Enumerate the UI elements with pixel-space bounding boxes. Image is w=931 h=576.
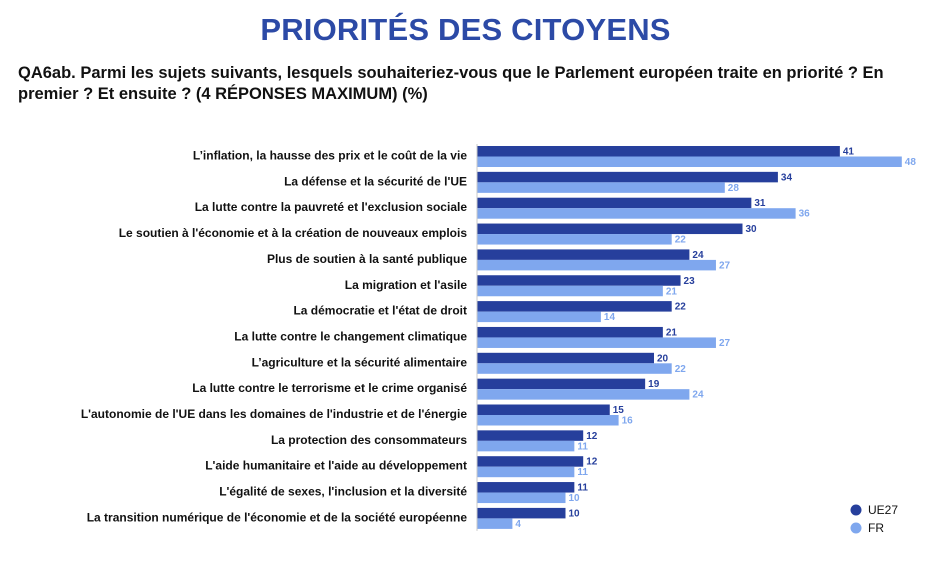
bar-ue27 [477, 378, 646, 390]
bar-fr [477, 415, 619, 426]
bar-fr [477, 389, 690, 400]
data-label-ue27: 21 [666, 327, 678, 338]
bar-fr [477, 492, 566, 504]
data-label-fr: 27 [719, 338, 731, 349]
data-label-ue27: 34 [781, 172, 793, 183]
data-label-ue27: 12 [586, 431, 598, 442]
category-label: La lutte contre le changement climatique [234, 329, 467, 343]
category-label: Plus de soutien à la santé publique [267, 252, 467, 266]
category-label: L'aide humanitaire et l'aide au développ… [205, 459, 467, 473]
bar-ue27 [477, 430, 584, 441]
question-text: QA6ab. Parmi les sujets suivants, lesque… [18, 64, 884, 103]
data-label-ue27: 12 [586, 457, 598, 468]
bars [477, 146, 902, 529]
data-label-fr: 48 [905, 157, 917, 168]
legend-label-fr: FR [868, 521, 884, 535]
bar-fr [477, 440, 575, 452]
data-label-fr: 4 [515, 519, 521, 530]
bar-fr [477, 208, 796, 219]
bar-ue27 [477, 146, 840, 157]
bar-fr [477, 156, 902, 167]
bar-ue27 [477, 507, 566, 519]
bar-fr [477, 363, 672, 374]
bar-ue27 [477, 326, 663, 338]
bar-ue27 [477, 275, 681, 286]
bar-ue27 [477, 456, 584, 467]
data-label-fr: 16 [622, 416, 634, 427]
bar-ue27 [477, 171, 778, 183]
bar-ue27 [477, 197, 752, 209]
data-label-fr: 22 [675, 364, 687, 375]
data-label-fr: 11 [577, 441, 588, 452]
bar-fr [477, 518, 513, 529]
bar-ue27 [477, 404, 610, 415]
category-label: La démocratie et l'état de droit [293, 304, 467, 318]
data-label-fr: 28 [728, 183, 740, 194]
data-label-ue27: 10 [569, 508, 581, 519]
data-label-ue27: 19 [648, 379, 660, 390]
legend-label-ue27: UE27 [868, 503, 898, 517]
bar-fr [477, 311, 601, 323]
category-labels: L’inflation, la hausse des prix et le co… [81, 149, 467, 525]
category-label: La transition numérique de l'économie et… [87, 510, 468, 524]
category-label: Le soutien à l'économie et à la création… [119, 226, 468, 240]
value-labels: 41 48 34 28 31 36 30 22 24 27 23 21 22 14 21 27 20 22 19 24… [515, 147, 916, 530]
legend-marker-fr [850, 522, 862, 534]
data-label-ue27: 22 [675, 302, 687, 313]
bar-fr [477, 234, 672, 245]
data-label-ue27: 24 [692, 250, 704, 261]
data-label-ue27: 11 [577, 483, 588, 494]
data-label-fr: 36 [799, 209, 811, 220]
data-label-ue27: 20 [657, 353, 669, 364]
bar-ue27 [477, 352, 654, 364]
bar-fr [477, 466, 575, 478]
category-label: L’agriculture et la sécurité alimentaire [252, 355, 468, 369]
data-label-ue27: 41 [843, 147, 855, 158]
category-label: L'égalité de sexes, l'inclusion et la di… [219, 485, 467, 499]
category-label: La protection des consommateurs [271, 433, 467, 447]
bar-fr [477, 337, 716, 348]
chart-title: PRIORITÉS DES CITOYENS [260, 12, 671, 47]
data-label-fr: 27 [719, 260, 731, 271]
data-label-fr: 14 [604, 312, 616, 323]
legend-marker-ue27 [850, 504, 862, 516]
data-label-fr: 10 [569, 493, 581, 504]
data-label-fr: 22 [675, 235, 687, 246]
bar-ue27 [477, 223, 743, 235]
data-label-ue27: 23 [684, 276, 696, 287]
bar-fr [477, 285, 663, 297]
bar-ue27 [477, 301, 672, 312]
category-label: La défense et la sécurité de l'UE [284, 174, 467, 188]
bar-ue27 [477, 482, 575, 493]
category-label: L’inflation, la hausse des prix et le co… [193, 149, 467, 163]
bar-ue27 [477, 249, 690, 260]
data-label-fr: 24 [692, 390, 704, 401]
bar-fr [477, 182, 725, 193]
bar-fr [477, 259, 716, 271]
category-label: La lutte contre la pauvreté et l'exclusi… [195, 200, 468, 214]
data-label-ue27: 31 [754, 198, 766, 209]
data-label-ue27: 15 [613, 405, 625, 416]
category-label: La migration et l'asile [345, 278, 468, 292]
category-label: La lutte contre le terrorisme et le crim… [192, 381, 467, 395]
legend: UE27 FR [850, 503, 898, 535]
data-label-fr: 21 [666, 286, 678, 297]
category-label: L'autonomie de l'UE dans les domaines de… [81, 407, 467, 421]
data-label-ue27: 30 [746, 224, 758, 235]
data-label-fr: 11 [577, 467, 588, 478]
